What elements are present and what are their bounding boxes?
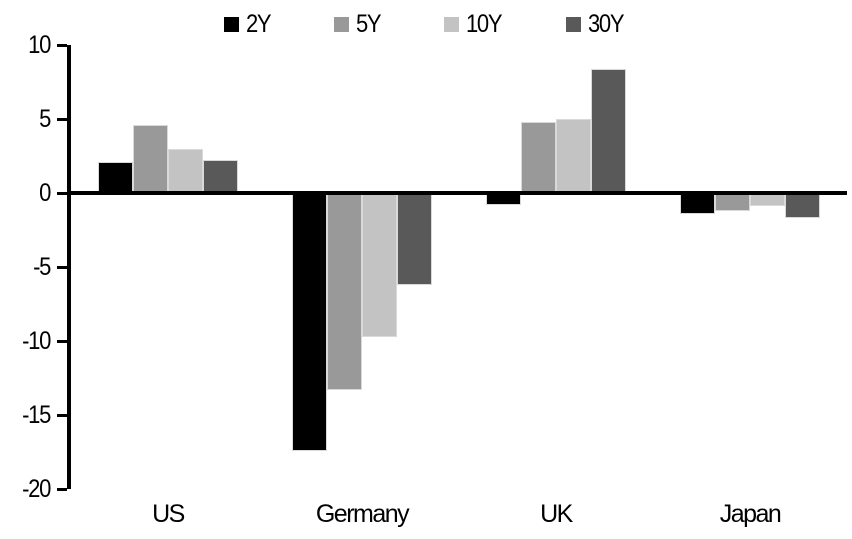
bar-us-10y (168, 148, 203, 193)
y-axis-tick (57, 117, 67, 121)
y-axis-tick-label: -10 (22, 327, 51, 355)
bar-us-5y (133, 124, 168, 193)
y-axis-tick (57, 487, 67, 491)
y-axis-tick-label: -15 (22, 401, 51, 429)
legend-item-5y: 5Y (334, 12, 384, 37)
x-axis-category-label: Japan (719, 500, 782, 528)
y-axis-tick (57, 265, 67, 269)
bar-japan-5y (715, 193, 750, 211)
y-axis-tick-label: 5 (39, 105, 51, 133)
bar-japan-30y (785, 193, 820, 219)
legend-label: 5Y (356, 10, 382, 38)
legend-label: 2Y (246, 10, 272, 38)
y-axis-line (67, 45, 71, 489)
bar-us-2y (98, 161, 133, 193)
y-axis-tick (57, 413, 67, 417)
chart-legend: 2Y 5Y 10Y 30Y (0, 12, 852, 37)
legend-swatch-icon (334, 17, 350, 32)
bar-germany-5y (327, 193, 362, 390)
legend-item-10y: 10Y (443, 10, 506, 38)
y-axis-tick (57, 191, 67, 195)
y-axis-tick (57, 43, 67, 47)
bar-uk-10y (556, 119, 591, 193)
bar-us-30y (203, 160, 238, 193)
legend-swatch-icon (443, 17, 459, 32)
legend-label: 10Y (465, 10, 503, 38)
x-axis-category-label: Germany (315, 500, 410, 528)
legend-swatch-icon (224, 17, 240, 32)
y-axis-tick-label: -5 (33, 253, 51, 281)
x-axis-category-label: US (152, 500, 185, 528)
legend-item-30y: 30Y (565, 10, 628, 38)
legend-item-2y: 2Y (224, 12, 274, 37)
bar-germany-30y (397, 193, 432, 285)
bar-uk-5y (521, 121, 556, 193)
x-axis-category-label: UK (540, 500, 573, 528)
legend-label: 30Y (587, 10, 625, 38)
plot-area: 10 5 0 -5 -10 -15 -20 US Germany UK Japan (22, 33, 847, 527)
y-axis-tick-label: 0 (39, 179, 51, 207)
y-axis-tick-label: -20 (22, 475, 51, 503)
bar-japan-2y (680, 193, 715, 214)
y-axis-tick-label: 10 (28, 31, 51, 59)
zero-baseline (67, 191, 847, 195)
bar-germany-10y (362, 193, 397, 337)
bar-uk-30y (591, 68, 626, 193)
y-axis-tick (57, 339, 67, 343)
legend-swatch-icon (565, 17, 581, 32)
bar-germany-2y (292, 193, 327, 451)
